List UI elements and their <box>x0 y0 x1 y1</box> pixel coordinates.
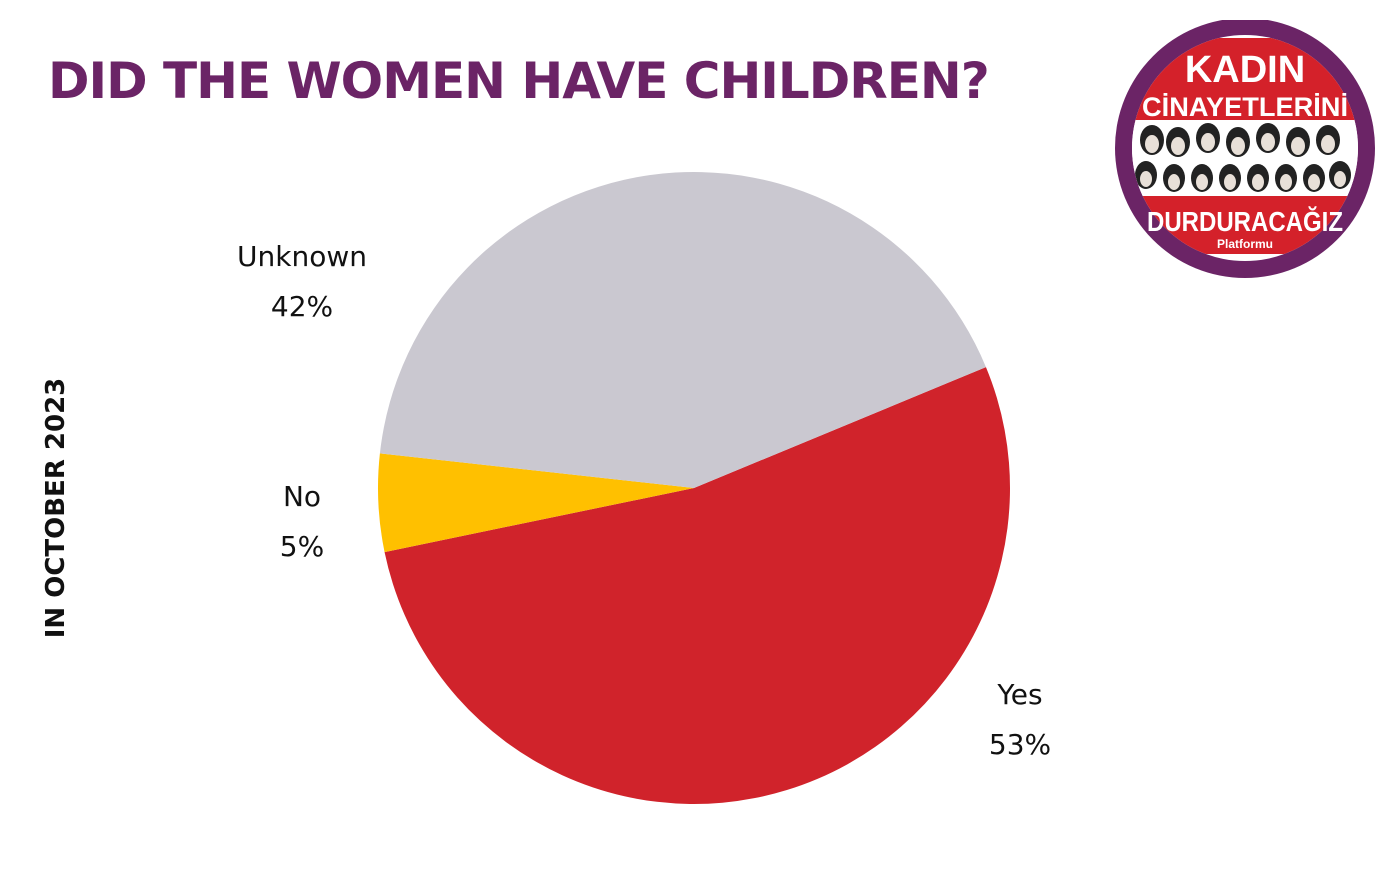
pie-value-no: 5% <box>280 530 324 563</box>
pie-label-unknown: Unknown <box>237 240 367 273</box>
platform-logo: KADIN CİNAYETLERİNİ DURDURACAĞIZ Platfor… <box>1115 20 1375 278</box>
pie-label-yes: Yes <box>996 678 1042 711</box>
logo-line-4: Platformu <box>1217 237 1273 251</box>
pie-labels: Yes 53% No 5% Unknown 42% <box>237 240 1051 761</box>
logo-line-1: KADIN <box>1185 49 1305 91</box>
pie-slice-yes <box>384 367 1011 804</box>
pie-value-unknown: 42% <box>271 290 333 323</box>
logo-portrait-faces <box>1140 133 1346 190</box>
pie-slices <box>378 171 1011 804</box>
pie-value-yes: 53% <box>989 728 1051 761</box>
logo-line-2: CİNAYETLERİNİ <box>1142 92 1348 122</box>
logo-line-3: DURDURACAĞIZ <box>1147 206 1343 237</box>
pie-label-no: No <box>283 480 321 513</box>
pie-slice-unknown <box>379 171 986 489</box>
pie-slice-no <box>378 453 694 553</box>
page-title: DID THE WOMEN HAVE CHILDREN? <box>48 52 990 110</box>
